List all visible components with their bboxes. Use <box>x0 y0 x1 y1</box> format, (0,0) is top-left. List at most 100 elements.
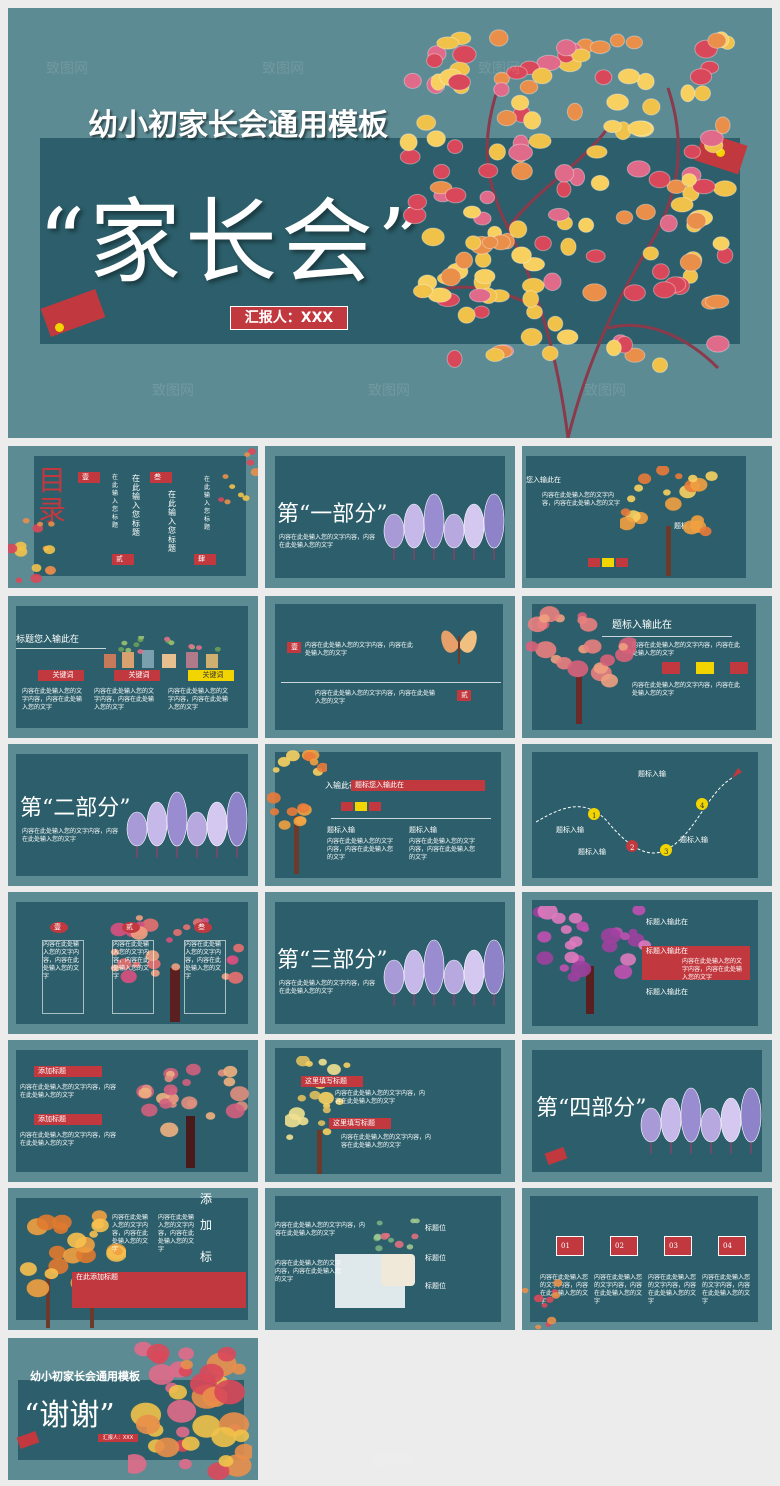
s17-label-2: 标题位 <box>425 1254 446 1262</box>
s9-num-2: 2 <box>630 844 635 852</box>
s16-text-2: 内容在此处输入您的文字内容，内容在此处输入您的文字 <box>158 1214 195 1253</box>
s17-text-2: 内容在此处输入您的文字内容，内容在此处输入您的文字 <box>275 1260 342 1283</box>
s12-label-2: 标题入输此在 <box>642 946 750 980</box>
s5-tag-2: 贰 <box>457 690 471 701</box>
s16-text-1: 内容在此处输入您的文字内容，内容在此处输入您的文字 <box>112 1214 149 1253</box>
s10-num-2: 贰 <box>122 922 140 933</box>
end-tree-illustration <box>128 1342 252 1480</box>
s6-divider <box>602 636 732 637</box>
s3-heading: 您入输此在 <box>526 476 561 484</box>
toc-item-4: 在此输入您标题 <box>204 476 211 531</box>
s3-box-1 <box>588 558 600 567</box>
slide-18: 01 02 03 04 内容在此处输入您的文字内容，内容在此处输入您的文字 内容… <box>522 1188 772 1330</box>
s3-box-3 <box>616 558 628 567</box>
part1-title: 第“一部分” <box>277 502 388 527</box>
slide-8: 入输此在 题标您入输此在 题标入输 题标入输 内容在此处输入您的文字内容，内容在… <box>265 744 515 886</box>
slide-12: 标题入输此在 标题入输此在 标题入输此在 内容在此处输入您的文字内容，内容在此处… <box>522 892 772 1034</box>
s10-text-1: 内容在此处输入您的文字内容，内容在此处输入您的文字 <box>42 940 84 1014</box>
s8-title: 题标您入输此在 <box>351 780 485 791</box>
s5-text: 内容在此处输入您的文字内容，内容在此处输入您的文字 <box>305 642 414 657</box>
s18-num-3: 03 <box>664 1236 692 1256</box>
toc-flower-icon-right <box>218 448 258 505</box>
s10-num-3: 叁 <box>194 922 212 933</box>
s8-box-2 <box>355 802 367 811</box>
butterfly-icon <box>441 630 477 664</box>
s6-title: 题标入输此在 <box>612 620 672 631</box>
s8-box-3 <box>369 802 381 811</box>
s4-text: 内容在此处输入您的文字内容，内容在此处输入您的文字 <box>22 688 83 711</box>
cover-panel <box>40 138 740 344</box>
s18-num-1: 01 <box>556 1236 584 1256</box>
watermark: 致图网 <box>478 61 520 77</box>
slide-13: 添加标题 内容在此处输入您的文字内容，内容在此处输入您的文字 添加标题 内容在此… <box>8 1040 258 1182</box>
s4-keyword-2: 关键词 <box>114 670 160 681</box>
succulent-pot-icon <box>373 1218 420 1286</box>
s5-tag-1: 壹 <box>287 642 301 653</box>
s10-text-3: 内容在此处输入您的文字内容，内容在此处输入您的文字 <box>184 940 226 1014</box>
s10-num-1: 壹 <box>50 922 68 933</box>
s9-num-1: 1 <box>592 812 597 820</box>
s9-num-4: 4 <box>700 802 705 810</box>
part2-title: 第“二部分” <box>20 796 131 821</box>
toc-num-4: 肆 <box>194 554 216 565</box>
part4-title: 第“四部分” <box>536 1096 647 1121</box>
slide-part4: 第“四部分” <box>522 1040 772 1182</box>
watermark: 致图网 <box>372 1453 414 1469</box>
s8-tag-2: 题标入输 <box>409 826 437 834</box>
s16-vertical-2: 加 <box>200 1218 213 1232</box>
s6-box-3 <box>730 662 748 674</box>
slide-part2: 第“二部分” 内容在此处输入您的文字内容，内容在此处输入您的文字 <box>8 744 258 886</box>
s13-label-1: 添加标题 <box>34 1066 102 1077</box>
s13-text-2: 内容在此处输入您的文字内容，内容在此处输入您的文字 <box>20 1132 117 1147</box>
s8-tag-1: 题标入输 <box>327 826 355 834</box>
s16-vertical-1: 添 <box>200 1192 213 1206</box>
toc-item-2: 在此输入您标题 <box>112 474 119 529</box>
s13-label-2: 添加标题 <box>34 1114 102 1125</box>
watermark: 致图网 <box>46 61 88 77</box>
s3-text: 内容在此处输入您的文字内容，内容在此处输入您的文字 <box>542 492 621 507</box>
toc-flower-icon <box>8 518 56 583</box>
cover-slide: 幼小初家长会通用模板 “家长会” 汇报人：XXX <box>8 8 772 438</box>
part2-text: 内容在此处输入您的文字内容，内容在此处输入您的文字 <box>22 828 119 843</box>
part3-trees-illustration <box>383 939 505 1006</box>
cover-tag-dot <box>55 323 64 332</box>
cover-reporter: 汇报人：XXX <box>230 306 348 330</box>
toc-num-3: 叁 <box>150 472 172 483</box>
s12-text: 内容在此处输入您的文字内容，内容在此处输入您的文字 <box>682 958 743 981</box>
s8-divider <box>331 818 491 819</box>
s9-timeline-curve <box>536 768 742 856</box>
s9-label-4: 题标入输 <box>680 836 708 844</box>
part2-trees-illustration <box>126 791 248 858</box>
s18-num-4: 04 <box>718 1236 746 1256</box>
s4-text-3: 内容在此处输入您的文字内容，内容在此处输入您的文字 <box>168 688 229 711</box>
watermark: 致图网 <box>152 383 194 399</box>
s17-label-3: 标题位 <box>425 1282 446 1290</box>
s18-text-1: 内容在此处输入您的文字内容，内容在此处输入您的文字 <box>540 1274 588 1304</box>
s14-label-1: 这里填写标题 <box>301 1076 363 1087</box>
part3-text: 内容在此处输入您的文字内容，内容在此处输入您的文字 <box>279 980 376 995</box>
s14-text-2: 内容在此处输入您的文字内容，内容在此处输入您的文字 <box>341 1134 432 1149</box>
s18-text-4: 内容在此处输入您的文字内容，内容在此处输入您的文字 <box>702 1274 750 1304</box>
s9-label-2: 题标入输 <box>556 826 584 834</box>
toc-item-1: 在此输入您标题 <box>132 474 140 537</box>
s4-title: 标题您入输此在 <box>16 635 80 645</box>
s5-text-2: 内容在此处输入您的文字内容，内容在此处输入您的文字 <box>315 690 436 705</box>
s6-box-1 <box>662 662 680 674</box>
end-reporter: 汇报人：XXX <box>98 1434 138 1442</box>
s12-label-3: 标题入输此在 <box>646 988 688 996</box>
cover-title: “家长会” <box>38 189 429 296</box>
cover-tree-illustration <box>399 29 737 438</box>
s4-plant-pots-illustration <box>104 636 221 668</box>
s16-autumn-trees-illustration <box>19 1210 126 1328</box>
s9-label-1: 题标入输 <box>638 770 666 778</box>
part1-trees-illustration <box>383 493 505 560</box>
s16-vertical-3: 标 <box>200 1250 213 1264</box>
s4-text-2: 内容在此处输入您的文字内容，内容在此处输入您的文字 <box>94 688 155 711</box>
s8-tree-illustration <box>267 750 327 874</box>
part3-title: 第“三部分” <box>277 948 388 973</box>
slide-part1: 第“一部分” 内容在此处输入您的文字内容，内容在此处输入您的文字 <box>265 446 515 588</box>
s14-text-1: 内容在此处输入您的文字内容，内容在此处输入您的文字 <box>335 1090 426 1105</box>
s4-divider <box>16 648 106 649</box>
s8-text: 内容在此处输入您的文字内容，内容在此处输入您的文字 <box>327 838 394 861</box>
s5-divider <box>281 682 501 683</box>
